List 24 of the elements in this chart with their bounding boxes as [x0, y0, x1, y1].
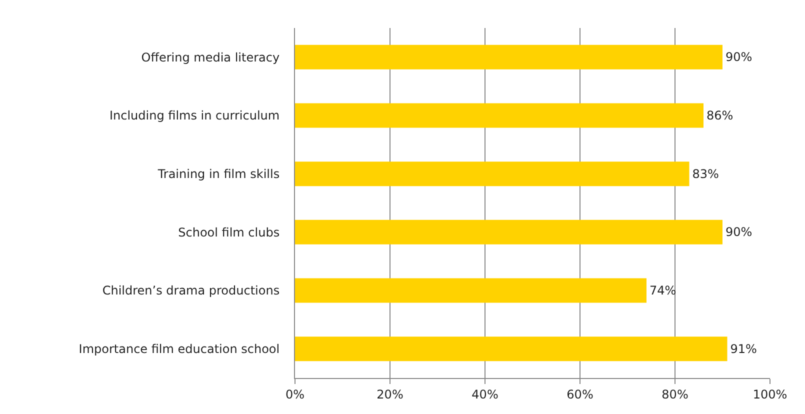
- data-label: 91%: [730, 342, 757, 356]
- x-tick-label: 40%: [472, 387, 498, 402]
- bar: [295, 103, 704, 128]
- y-tick-label: Including films in curriculum: [109, 108, 280, 123]
- bar: [295, 336, 728, 362]
- bar: [295, 220, 722, 244]
- data-label: 83%: [692, 166, 719, 181]
- y-tick-label: Children’s drama productions: [102, 284, 280, 298]
- bar: [295, 162, 690, 186]
- x-tick-label: 0%: [285, 387, 305, 402]
- y-tick-label: Importance film education school: [78, 342, 280, 356]
- y-tick-label: School film clubs: [178, 225, 280, 240]
- x-tick-label: 60%: [566, 387, 594, 402]
- data-label: 90%: [726, 50, 752, 64]
- y-tick-label: Training in film skills: [156, 167, 280, 182]
- data-label: 74%: [650, 284, 676, 298]
- x-tick-label: 20%: [376, 387, 404, 402]
- x-tick-label: 100%: [752, 387, 788, 402]
- data-label: 86%: [706, 108, 734, 122]
- bar: [295, 278, 646, 303]
- bar: [295, 44, 722, 70]
- y-tick-label: Offering media literacy: [141, 50, 280, 64]
- data-label: 90%: [726, 225, 752, 240]
- x-tick-label: 80%: [662, 387, 688, 402]
